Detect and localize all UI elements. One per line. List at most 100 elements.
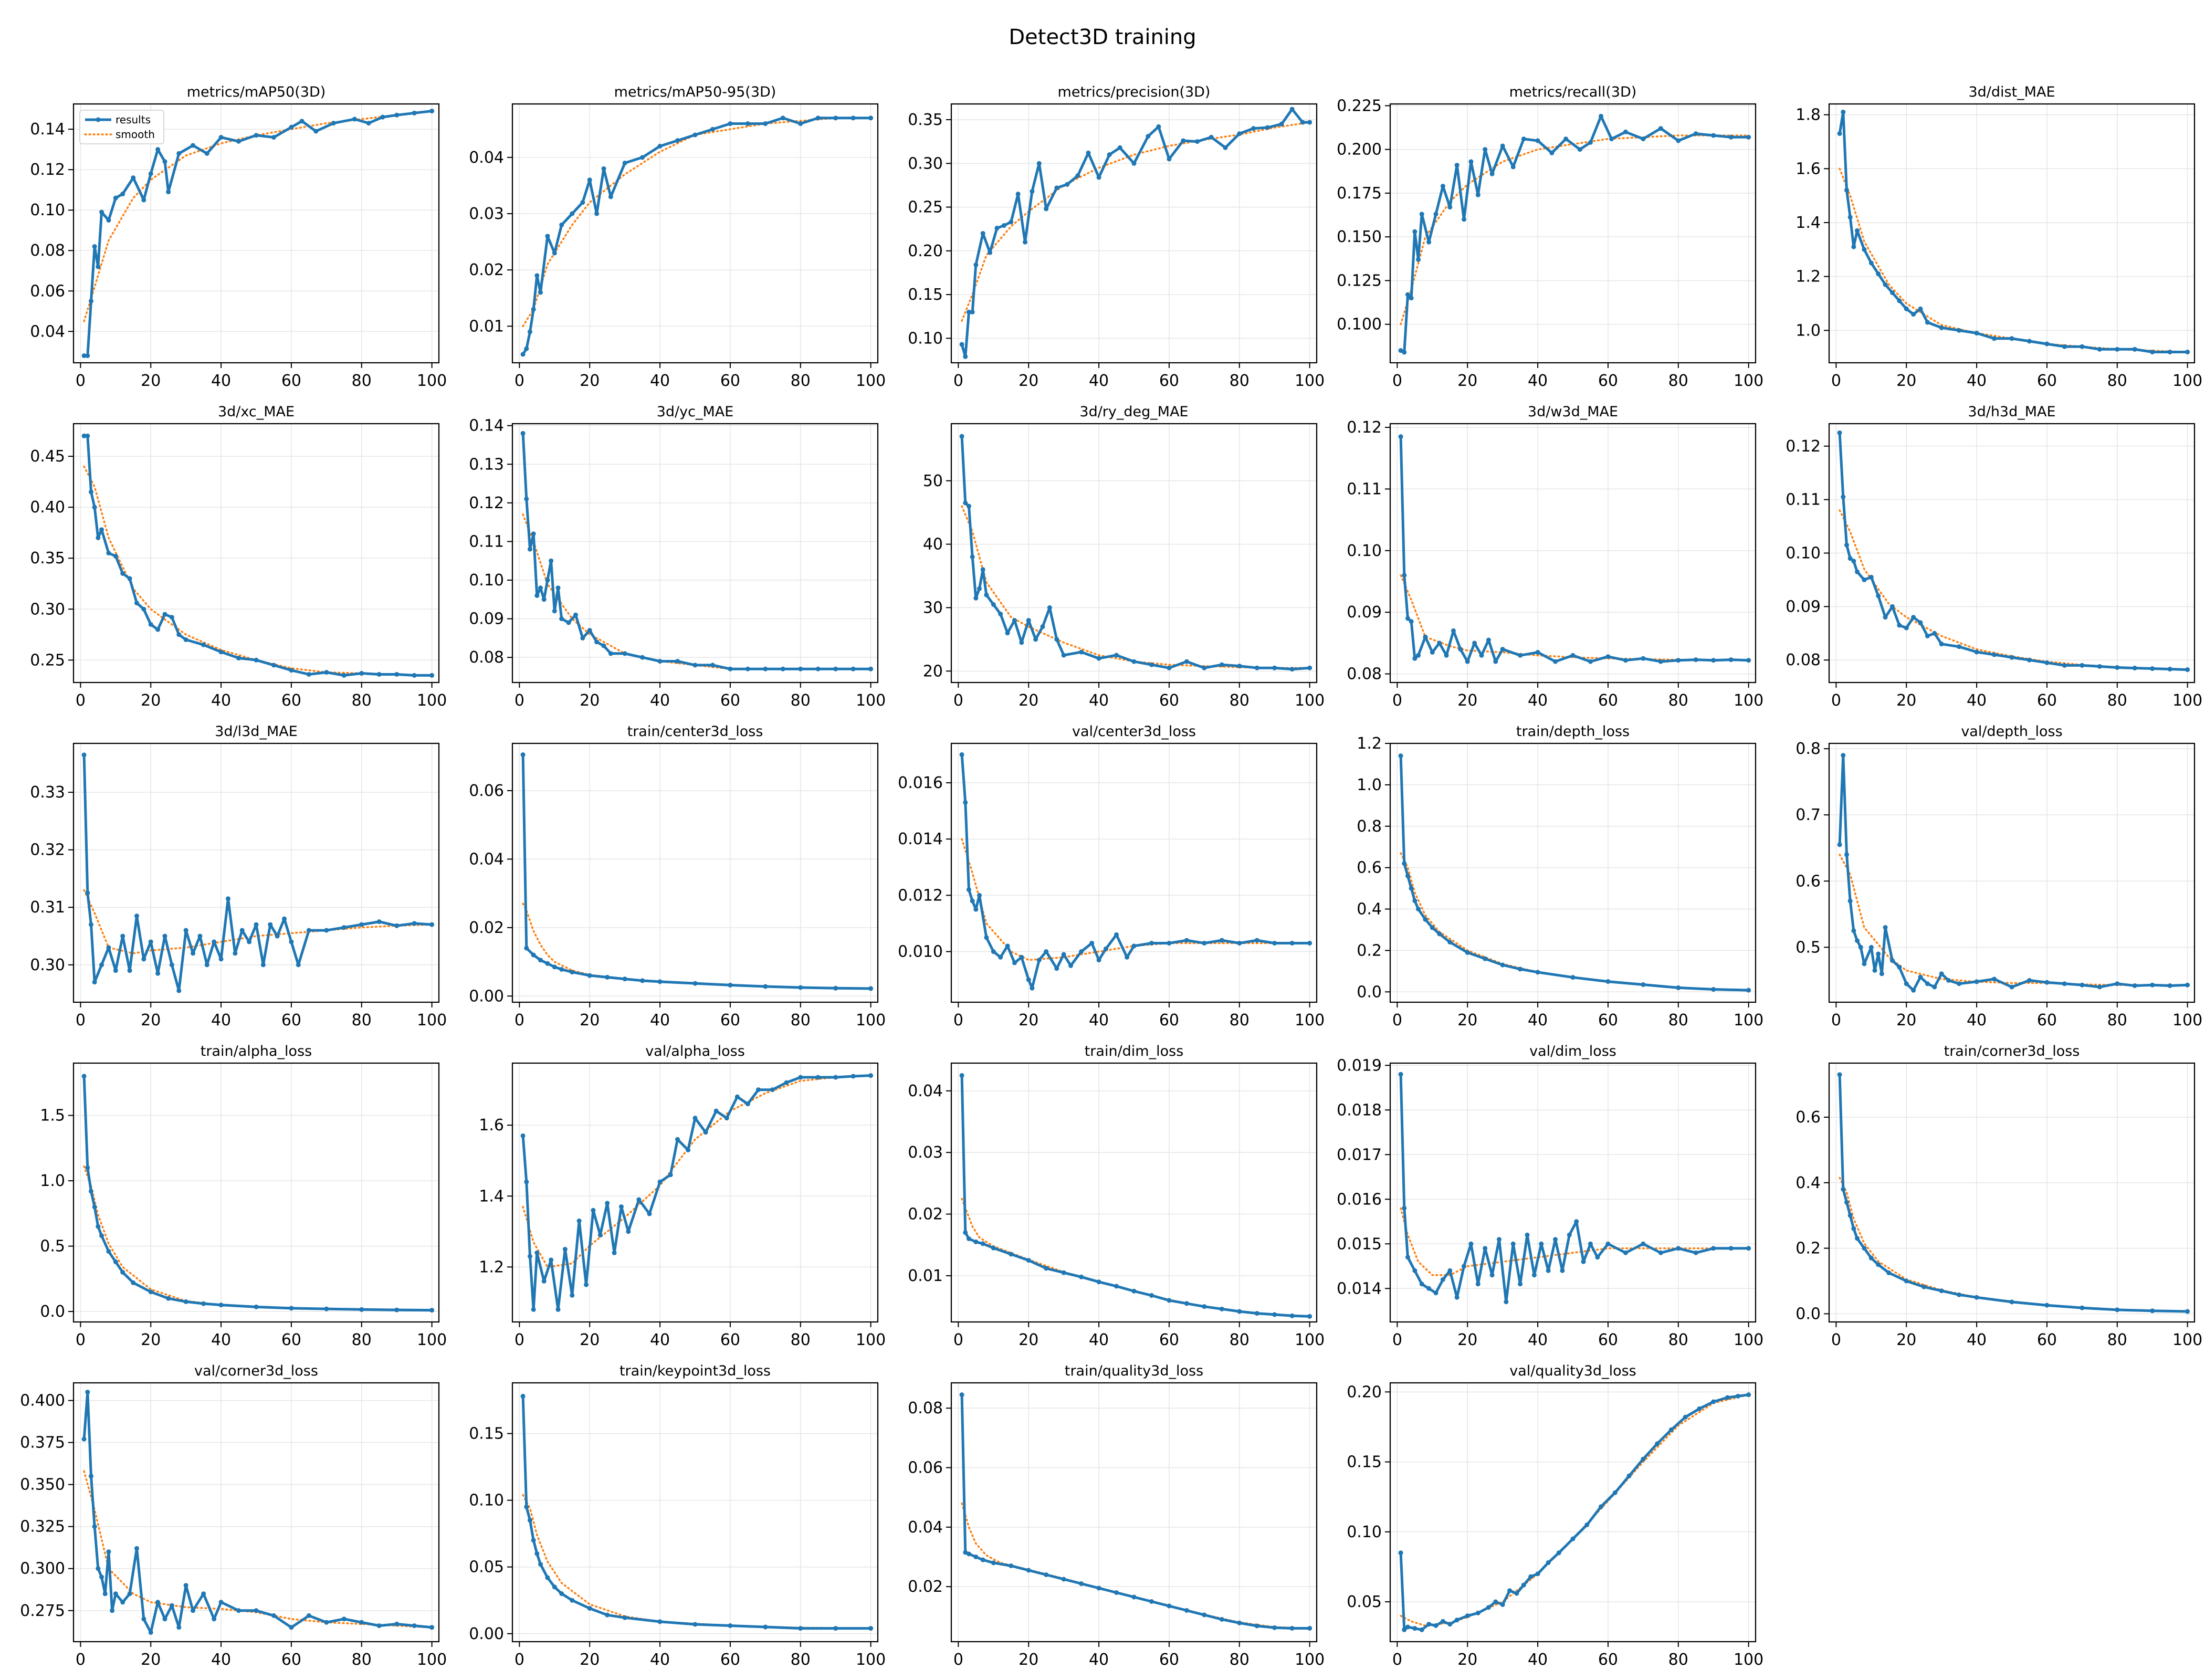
y-tick-label: 0.10: [1347, 1523, 1382, 1541]
results-point: [1061, 1577, 1066, 1582]
x-tick-label: 80: [1668, 372, 1688, 390]
results-point: [120, 1600, 125, 1605]
results-point: [1746, 988, 1751, 993]
results-point: [622, 651, 627, 656]
results-point: [1061, 1270, 1066, 1275]
results-point: [734, 1094, 740, 1099]
results-point: [1402, 1205, 1407, 1211]
results-point: [959, 1392, 964, 1398]
x-tick-label: 80: [352, 1011, 372, 1030]
plot-frame: [1389, 103, 1757, 364]
results-point: [850, 666, 856, 671]
results-point: [1904, 981, 1909, 986]
results-point: [524, 1504, 529, 1509]
results-point: [1412, 898, 1418, 904]
x-tick-label: 60: [2037, 691, 2057, 710]
x-tick-label: 20: [1018, 1651, 1038, 1669]
y-tick-label: 0.11: [1347, 480, 1382, 498]
results-point: [524, 496, 529, 501]
y-tick-label: 1.4: [479, 1187, 504, 1205]
results-point: [1851, 244, 1856, 249]
results-point: [1405, 1255, 1410, 1260]
results-point: [640, 978, 645, 983]
results-point: [1040, 624, 1045, 629]
results-point: [763, 1624, 768, 1630]
results-point: [1289, 1626, 1295, 1631]
results-point: [724, 1116, 729, 1121]
results-point: [113, 1591, 118, 1597]
results-point: [106, 551, 111, 555]
results-point: [1440, 1277, 1445, 1282]
results-point: [120, 1269, 125, 1275]
results-point: [183, 928, 188, 933]
results-point: [1599, 1504, 1604, 1509]
legend-results-marker: [96, 117, 101, 122]
results-point: [2062, 981, 2067, 986]
plot-frame: [511, 423, 879, 684]
x-tick-label: 0: [953, 1011, 963, 1030]
results-point: [1044, 206, 1049, 212]
subplot-title: metrics/recall(3D): [1509, 84, 1637, 100]
y-tick-label: 1.6: [1796, 160, 1821, 178]
results-point: [531, 952, 536, 958]
y-tick-label: 0.5: [1796, 938, 1821, 957]
results-point: [988, 250, 993, 255]
results-point: [1500, 647, 1505, 652]
results-point: [1746, 134, 1751, 140]
results-point: [833, 666, 838, 671]
y-tick-label: 0.14: [469, 417, 504, 435]
results-point: [1658, 126, 1663, 131]
results-point: [998, 954, 1003, 960]
subplot-title: metrics/mAP50-95(3D): [614, 84, 776, 100]
results-point: [1117, 145, 1122, 150]
smooth-line: [522, 513, 872, 670]
results-line: [82, 754, 432, 992]
results-point: [527, 329, 532, 334]
subplot-23: train/quality3d_loss 0 20 40 60 80 100 0.02 0.04…: [908, 1363, 1325, 1669]
results-point: [299, 119, 304, 124]
x-tick-label: 100: [1734, 372, 1763, 390]
results-point: [1458, 647, 1463, 652]
results-point: [1974, 1295, 1979, 1300]
y-tick-label: 0.12: [1786, 437, 1821, 456]
results-point: [963, 500, 968, 506]
results-point: [376, 919, 382, 925]
results-point: [1096, 175, 1101, 180]
x-tick-label: 40: [1089, 1331, 1109, 1349]
results-point: [1911, 615, 1916, 620]
results-point: [1668, 1427, 1674, 1432]
x-tick-label: 20: [580, 1651, 600, 1669]
results-point: [966, 1236, 971, 1242]
results-point: [580, 635, 585, 640]
results-point: [657, 143, 663, 149]
results-point: [594, 211, 600, 216]
legend: results smooth: [79, 110, 164, 144]
results-point: [710, 127, 715, 132]
results-point: [120, 191, 125, 196]
results-point: [784, 1080, 789, 1085]
results-point: [1184, 1301, 1189, 1306]
y-tick-label: 0.06: [908, 1459, 943, 1477]
results-point: [1019, 954, 1024, 960]
subplot-10: 3d/h3d_MAE 0 20 40 60 80 100 0.08 0.09 0.10 0.11 0.…: [1786, 404, 2202, 710]
results-point: [1911, 988, 1916, 993]
results-point: [601, 166, 606, 171]
y-tick-label: 0.11: [469, 532, 504, 551]
x-tick-label: 20: [580, 1331, 600, 1349]
results-point: [106, 217, 111, 223]
results-point: [1026, 618, 1031, 623]
results-point: [183, 637, 188, 642]
results-point: [1535, 970, 1540, 975]
subplot-title: 3d/dist_MAE: [1968, 84, 2055, 100]
subplot-15: val/depth_loss 0 20 40 60 80 100 0.5 0.6 0.7 0.8: [1796, 723, 2202, 1030]
x-tick-label: 0: [953, 691, 963, 710]
results-point: [1844, 1200, 1849, 1205]
results-point: [412, 921, 417, 926]
results-point: [1254, 1311, 1259, 1316]
results-point: [798, 1626, 803, 1631]
results-point: [1237, 1309, 1242, 1314]
results-point: [973, 1239, 979, 1244]
x-tick-label: 40: [1528, 1331, 1548, 1349]
results-point: [191, 143, 196, 148]
results-point: [239, 928, 245, 933]
